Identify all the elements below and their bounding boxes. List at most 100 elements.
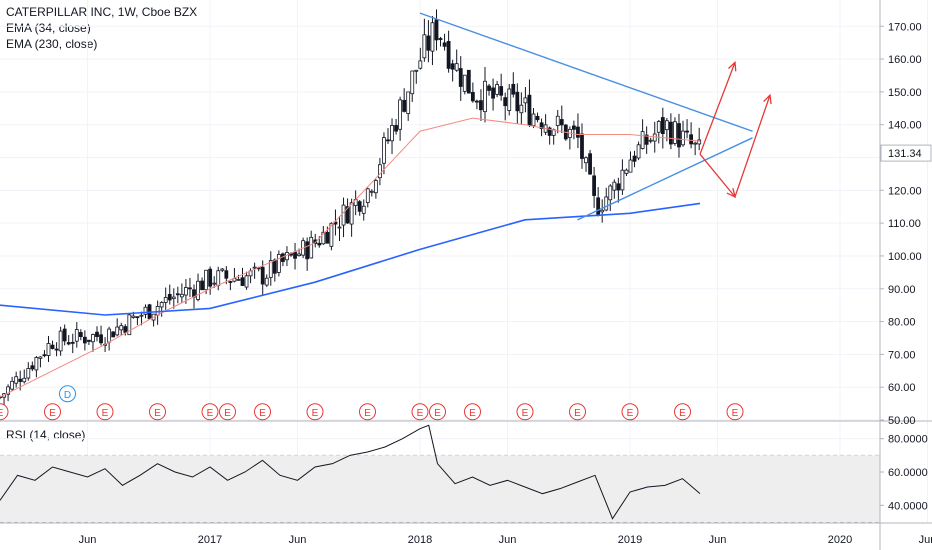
time-tick-label: Jun [709, 534, 727, 546]
candle-body [196, 280, 200, 300]
candle-body [390, 125, 394, 142]
candle-body [580, 133, 584, 159]
last-price-box [880, 144, 932, 162]
price-tick-label: 110.00 [888, 218, 921, 230]
candle-body [309, 236, 314, 259]
time-tick-label: Jun [79, 534, 97, 546]
earnings-label: E [364, 408, 371, 419]
price-tick-label: 70.00 [888, 349, 916, 361]
candle-body [547, 127, 552, 136]
earnings-label: E [469, 408, 476, 419]
dividend-marker[interactable]: D [59, 385, 76, 403]
candle-body [664, 120, 669, 131]
earnings-marker[interactable]: E [359, 403, 376, 421]
price-tick-label: 120.00 [888, 185, 922, 197]
candles [0, 9, 702, 405]
earnings-marker[interactable]: E [621, 403, 639, 421]
earnings-marker[interactable]: E [726, 403, 744, 421]
earnings-circle [44, 403, 61, 421]
ema-slow-legend[interactable]: EMA (230, close) [6, 37, 98, 51]
candle-body [264, 277, 269, 286]
candle-body [38, 356, 43, 359]
earnings-marker[interactable]: E [306, 403, 324, 421]
candle-body [519, 104, 524, 114]
candle-body [584, 157, 588, 164]
candle-body [163, 297, 168, 303]
candle-body [22, 377, 27, 383]
earnings-marker[interactable]: E [254, 403, 271, 421]
earnings-label: E [0, 408, 4, 419]
candle-body [600, 209, 605, 213]
rsi-axis[interactable]: 40.0000 60.0000 80.0000 [880, 434, 928, 513]
ema-slow-line [0, 202, 701, 316]
candle-body [272, 259, 277, 274]
candle-body [188, 287, 192, 290]
earnings-circle [219, 403, 236, 421]
earnings-marker[interactable]: E [464, 403, 481, 421]
earnings-marker[interactable]: E [219, 403, 236, 421]
price-tick-label: 60.00 [888, 382, 916, 394]
candle-body [479, 100, 483, 111]
candle-body [321, 231, 326, 245]
event-markers[interactable]: EEEEEEEEEEEEEEEEED [0, 385, 744, 421]
candle-body [54, 348, 59, 351]
earnings-label: E [259, 408, 266, 419]
projection-up-arrow-head [728, 60, 737, 72]
candle-body [673, 121, 677, 144]
candle-body [78, 332, 83, 338]
triangle-upper-line [419, 12, 753, 132]
earnings-marker[interactable]: E [149, 403, 166, 421]
candle-body [127, 314, 132, 336]
candle-body [596, 197, 601, 216]
earnings-marker[interactable]: E [44, 403, 61, 421]
candle-body [252, 266, 257, 269]
projection-down-up-arrow-mid-head [726, 187, 736, 199]
price-tick-label: 160.00 [888, 54, 922, 66]
candle-body [616, 183, 621, 191]
earnings-marker[interactable]: E [429, 403, 446, 421]
candle-body [115, 326, 120, 336]
earnings-marker[interactable]: E [411, 403, 429, 421]
candle-body [228, 281, 233, 283]
price-tick-label: 80.00 [888, 317, 916, 329]
candle-body [66, 342, 71, 345]
earnings-label: E [574, 408, 581, 419]
earnings-marker[interactable]: E [674, 403, 691, 421]
price-tick-label: 50.00 [888, 415, 916, 427]
time-axis[interactable]: Jun2017Jun2018Jun2019Jun2020JunNov [0, 522, 932, 546]
ema-fast-legend[interactable]: EMA (34, close) [6, 21, 91, 35]
earnings-label: E [312, 408, 319, 419]
earnings-marker[interactable]: E [516, 403, 534, 421]
candle-body [14, 376, 19, 384]
candle-body [495, 84, 500, 95]
candle-body [317, 242, 322, 246]
candle-body [184, 287, 188, 296]
candle-body [576, 126, 580, 138]
candle-body [555, 115, 560, 126]
candle-body [171, 296, 176, 300]
candle-body [636, 144, 641, 159]
earnings-marker[interactable]: E [96, 403, 114, 421]
earnings-marker[interactable]: E [0, 403, 9, 421]
earnings-marker[interactable]: E [201, 403, 219, 421]
candle-body [656, 121, 661, 133]
candle-body [58, 330, 63, 352]
candle-body [418, 60, 423, 69]
earnings-circle [429, 403, 446, 421]
earnings-marker[interactable]: E [569, 403, 586, 421]
earnings-label: E [679, 408, 686, 419]
candle-body [159, 302, 164, 308]
candle-body [454, 63, 459, 71]
candle-body [559, 119, 564, 126]
price-axis[interactable]: 50.00 60.00 70.00 80.00 90.00 100.00 110.00 120… [880, 21, 922, 427]
candle-body [608, 185, 613, 201]
time-tick-label: Jun [499, 534, 517, 546]
candle-body [369, 190, 374, 193]
candle-body [681, 130, 685, 146]
candle-body [640, 131, 645, 149]
candle-body [175, 293, 180, 296]
candle-body [179, 293, 184, 298]
candle-body [337, 226, 342, 229]
candle-body [329, 222, 334, 247]
